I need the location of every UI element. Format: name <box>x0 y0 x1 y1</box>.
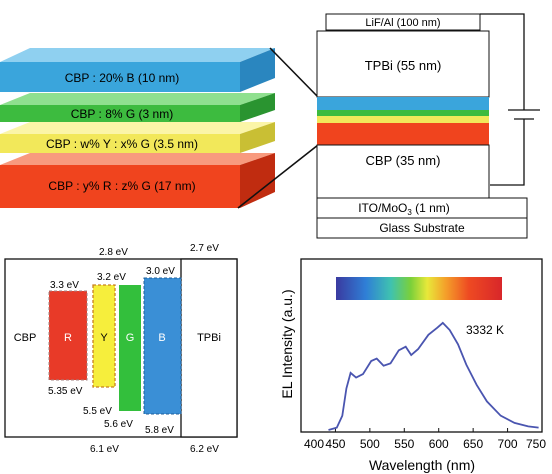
level-3-3: 3.3 eV <box>50 280 79 291</box>
level-3-0: 3.0 eV <box>146 266 175 277</box>
level-3-2: 3.2 eV <box>97 272 126 283</box>
layer-yellow: CBP : w% Y : x% G (3.5 nm) <box>0 122 275 153</box>
spectrum-plot: 400 450 500 550 600 650 700 750 3332 K EL Inten… <box>279 258 546 473</box>
x-tick-labels: 400 450 500 550 600 650 700 750 <box>304 437 546 451</box>
level-5-35: 5.35 eV <box>48 386 83 397</box>
battery-circuit <box>480 13 540 186</box>
r-band <box>48 290 88 381</box>
x-tick-label-700: 700 <box>498 437 518 451</box>
level-6-2: 6.2 eV <box>190 444 219 455</box>
layer-green: CBP : 8% G (3 nm) <box>0 93 275 122</box>
level-5-6: 5.6 eV <box>104 419 133 430</box>
spectrum-xlabel: Wavelength (nm) <box>369 457 475 473</box>
layer-green-label: CBP : 8% G (3 nm) <box>71 107 173 121</box>
device-green <box>317 110 489 116</box>
b-band <box>143 277 182 415</box>
connector-top <box>269 47 319 98</box>
tpbi-energy-label: TPBi <box>197 332 221 344</box>
device-structure: LiF/Al (100 nm) TPBi (55 nm) CBP (35 nm)… <box>316 13 540 239</box>
device-yellow <box>317 116 489 123</box>
level-2-8: 2.8 eV <box>99 247 128 258</box>
tpbi-box <box>180 258 238 438</box>
device-blue <box>317 97 489 110</box>
x-tick-label-650: 650 <box>463 437 483 451</box>
y-band <box>92 284 116 388</box>
b-label: B <box>158 332 165 344</box>
x-tick-label-450: 450 <box>325 437 345 451</box>
x-tick-label-400: 400 <box>304 437 324 451</box>
x-tick-label-500: 500 <box>360 437 380 451</box>
spectrum-ylabel: EL Intensity (a.u.) <box>279 289 295 398</box>
g-label: G <box>126 332 135 344</box>
level-6-1: 6.1 eV <box>90 444 119 455</box>
x-ticks <box>300 428 543 432</box>
lif-label: LiF/Al (100 nm) <box>365 17 440 29</box>
cbp-layer-label: CBP (35 nm) <box>366 153 441 168</box>
r-label: R <box>64 332 72 344</box>
ito-label: ITO/MoO3 (1 nm) <box>358 201 450 217</box>
layer-blue: CBP : 20% B (10 nm) <box>0 48 275 92</box>
level-5-5: 5.5 eV <box>83 406 112 417</box>
connector-bottom <box>237 144 319 209</box>
device-red <box>317 123 489 145</box>
x-tick-label-750: 750 <box>526 437 546 451</box>
layer-stack: CBP : 20% B (10 nm) CBP : 8% G (3 nm) CB… <box>0 48 275 208</box>
tpbi-layer-label: TPBi (55 nm) <box>365 58 442 73</box>
g-band <box>119 285 141 411</box>
layer-yellow-label: CBP : w% Y : x% G (3.5 nm) <box>46 137 198 151</box>
level-5-8: 5.8 eV <box>145 425 174 436</box>
layer-red: CBP : y% R : z% G (17 nm) <box>0 153 275 208</box>
cbp-energy-label: CBP <box>14 332 37 344</box>
cct-annotation: 3332 K <box>466 323 504 337</box>
x-tick-label-550: 550 <box>394 437 414 451</box>
layer-blue-label: CBP : 20% B (10 nm) <box>65 71 180 85</box>
y-label: Y <box>100 332 108 344</box>
color-bar <box>336 277 502 300</box>
glass-label: Glass Substrate <box>379 221 465 235</box>
x-tick-label-600: 600 <box>429 437 449 451</box>
energy-diagram: CBP TPBi R Y G B 2.8 eV 2.7 eV 3.3 eV 3.… <box>4 243 238 455</box>
level-2-7: 2.7 eV <box>190 243 219 254</box>
layer-red-label: CBP : y% R : z% G (17 nm) <box>48 179 195 193</box>
spectrum-line <box>328 321 539 431</box>
